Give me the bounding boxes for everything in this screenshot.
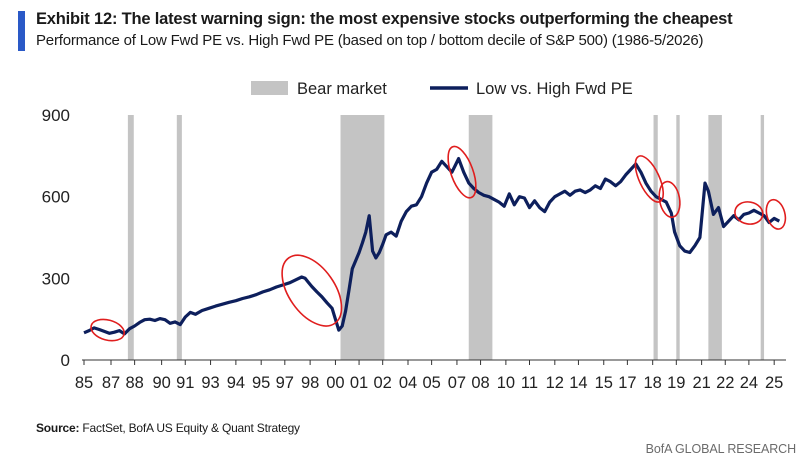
x-tick-label-14: 05 [422, 374, 440, 392]
source-label: Source: [36, 421, 80, 435]
highlight-circle-6 [765, 198, 787, 230]
bear-market-band-3 [468, 115, 493, 360]
highlight-circle-3 [634, 155, 665, 203]
x-tick-label-28: 25 [765, 374, 783, 392]
chart-subtitle: Performance of Low Fwd PE vs. High Fwd P… [36, 32, 704, 49]
highlight-circle-1 [281, 254, 343, 327]
x-tick-label-1: 87 [102, 374, 120, 392]
x-tick-label-22: 17 [618, 374, 636, 392]
x-tick-label-27: 24 [740, 374, 758, 392]
x-tick-label-5: 93 [201, 374, 219, 392]
highlight-circle-4 [658, 180, 681, 219]
x-tick-label-23: 18 [644, 374, 662, 392]
x-tick-label-16: 08 [471, 374, 489, 392]
brand-label: BofA GLOBAL RESEARCH [645, 442, 796, 456]
x-tick-label-13: 04 [399, 374, 417, 392]
y-tick-label-0: 0 [61, 351, 70, 370]
chart-title: Exhibit 12: The latest warning sign: the… [36, 10, 733, 28]
x-tick-label-3: 90 [152, 374, 170, 392]
bear-market-band-6 [708, 115, 722, 360]
highlight-circle-0 [90, 318, 126, 342]
source-note: Source: FactSet, BofA US Equity & Quant … [36, 421, 300, 435]
y-tick-label-3: 900 [42, 106, 70, 125]
x-tick-label-21: 15 [595, 374, 613, 392]
y-tick-label-1: 300 [42, 269, 70, 288]
x-tick-label-4: 91 [176, 374, 194, 392]
highlight-circle-2 [447, 145, 477, 199]
x-tick-label-25: 21 [692, 374, 710, 392]
x-tick-label-7: 95 [252, 374, 270, 392]
x-tick-label-0: 85 [75, 374, 93, 392]
bear-market-band-0 [127, 115, 134, 360]
x-tick-label-19: 12 [546, 374, 564, 392]
x-tick-label-20: 14 [569, 374, 587, 392]
x-tick-label-12: 02 [374, 374, 392, 392]
x-tick-label-24: 19 [667, 374, 685, 392]
x-tick-label-18: 11 [521, 374, 538, 392]
legend-series-label: Low vs. High Fwd PE [476, 80, 633, 98]
x-tick-label-10: 00 [326, 374, 344, 392]
bear-market-band-1 [176, 115, 182, 360]
x-tick-label-26: 22 [716, 374, 734, 392]
x-tick-label-17: 10 [497, 374, 515, 392]
bear-market-band-4 [653, 115, 658, 360]
highlight-circle-5 [734, 201, 764, 225]
series-line-low-vs-high-fwd-pe [83, 157, 781, 336]
source-text: FactSet, BofA US Equity & Quant Strategy [79, 421, 300, 435]
x-tick-label-6: 94 [227, 374, 245, 392]
x-tick-label-8: 97 [276, 374, 294, 392]
x-tick-label-15: 07 [448, 374, 466, 392]
x-tick-label-2: 88 [125, 374, 143, 392]
x-tick-label-11: 01 [350, 374, 368, 392]
legend-bear-label: Bear market [297, 80, 387, 98]
y-tick-label-2: 600 [42, 188, 70, 207]
title-accent-bar [18, 11, 25, 51]
x-tick-label-9: 98 [301, 374, 319, 392]
bear-market-band-7 [760, 115, 765, 360]
legend-bear-swatch [251, 81, 288, 95]
